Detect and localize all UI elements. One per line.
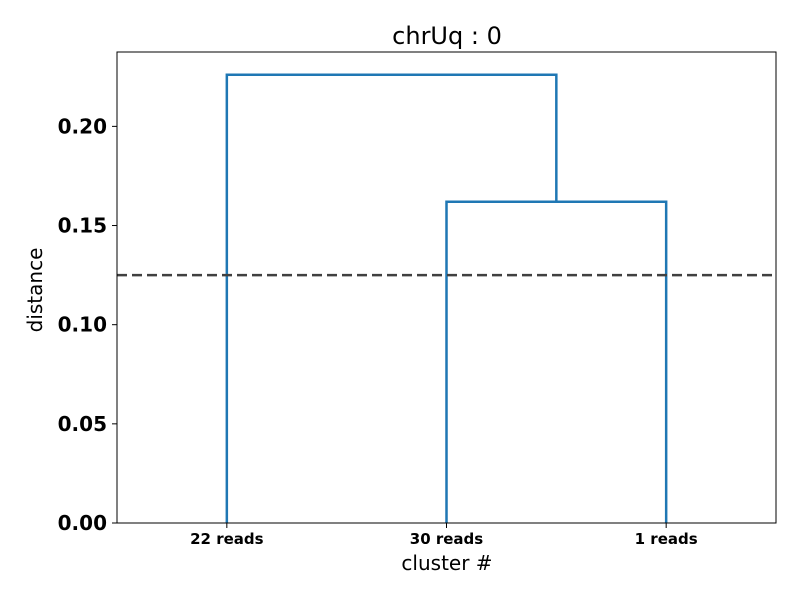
y-tick-label: 0.10 <box>58 313 107 337</box>
y-axis-ticks: 0.00 0.05 0.10 0.15 0.20 <box>58 114 117 535</box>
dendrogram-links <box>225 73 668 523</box>
chart-title: chrUq : 0 <box>392 22 502 50</box>
y-axis-label: distance <box>23 248 47 333</box>
x-tick-label: 1 reads <box>635 530 698 548</box>
x-axis-ticks: 22 reads 30 reads 1 reads <box>190 523 698 548</box>
y-tick-label: 0.20 <box>58 114 107 138</box>
x-tick-label: 30 reads <box>410 530 484 548</box>
y-tick-label: 0.05 <box>58 412 107 436</box>
dendrogram-link <box>225 73 558 523</box>
y-tick-label: 0.00 <box>58 511 107 535</box>
y-tick-label: 0.15 <box>58 214 107 238</box>
x-axis-label: cluster # <box>401 551 492 575</box>
x-tick-label: 22 reads <box>190 530 264 548</box>
